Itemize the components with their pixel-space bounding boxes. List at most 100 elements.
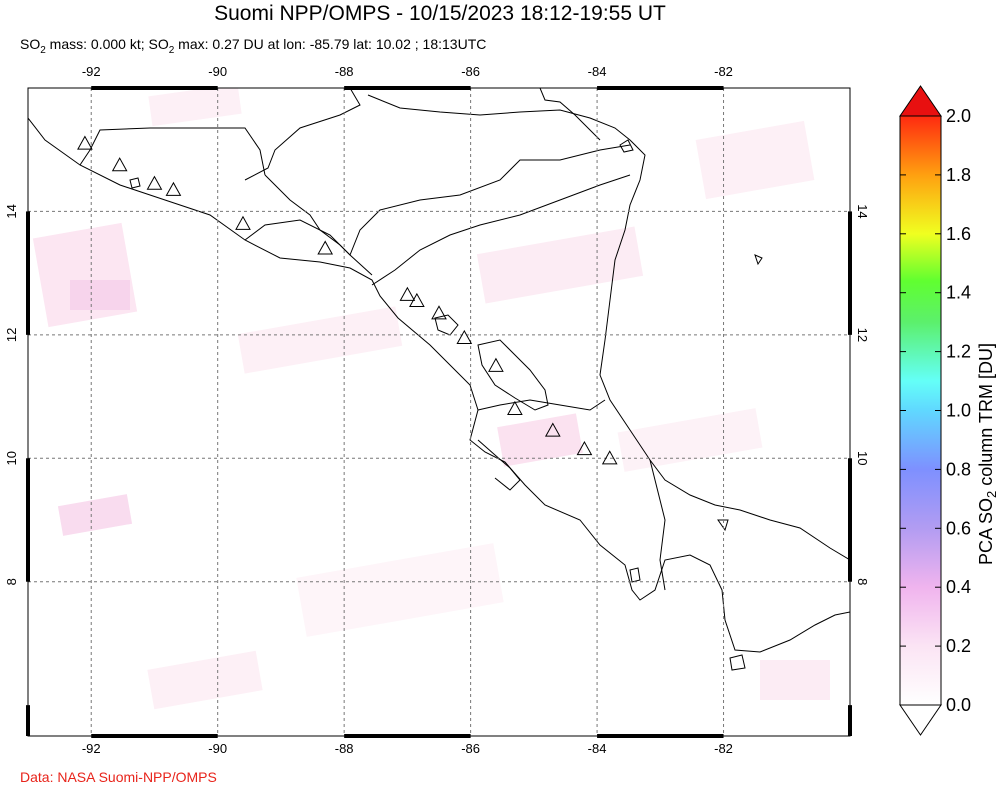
so2-patch — [147, 650, 263, 710]
so2-patch — [617, 408, 763, 472]
longitude-label-top: -90 — [208, 64, 227, 79]
island — [754, 254, 763, 266]
frame-bar-right — [848, 458, 852, 582]
volcano-icon — [111, 157, 128, 172]
subtitle-part-3: max: 0.27 DU at lon: -85.79 lat: 10.02 ;… — [174, 36, 487, 52]
volcano-icon — [576, 440, 593, 456]
so2-patch — [497, 413, 583, 467]
colorbar-tick-label: 2.0 — [946, 106, 971, 126]
volcano-icon — [544, 422, 561, 437]
colorbar-tick-label: 0.4 — [946, 577, 971, 597]
subtitle-part-2: mass: 0.000 kt; SO — [45, 36, 169, 52]
colorbar-tick-label: 0.6 — [946, 518, 971, 538]
so2-patch — [57, 494, 133, 536]
longitude-label-bottom: -86 — [461, 741, 480, 756]
colorbar-ticks: 2.0 1.8 1.6 1.4 1.2 1.0 0.8 0.6 0.4 0.2 0.0 — [900, 106, 971, 715]
border-mexico-guatemala — [79, 127, 266, 176]
so2-patch — [70, 280, 130, 310]
border-nicaragua-costarica — [477, 399, 606, 411]
volcano-icon — [488, 357, 504, 372]
subtitle-part-1: SO — [20, 36, 41, 52]
colorbar-tick-label: 0.0 — [946, 695, 971, 715]
frame-bar-top — [344, 86, 471, 90]
coastlines — [28, 88, 850, 671]
longitude-label-top: -82 — [714, 64, 733, 79]
longitude-label-bottom: -84 — [588, 741, 607, 756]
longitude-label-bottom: -92 — [82, 741, 101, 756]
map-title: Suomi NPP/OMPS - 10/15/2023 18:12-19:55 … — [214, 2, 666, 25]
volcano-icon — [317, 240, 334, 255]
longitude-label-top: -92 — [82, 64, 101, 79]
colorbar-tick-label: 1.6 — [946, 224, 971, 244]
frame-bar-right — [848, 705, 852, 736]
data-credit: Data: NASA Suomi-NPP/OMPS — [20, 769, 217, 785]
island — [619, 139, 634, 153]
colorbar-scale — [899, 115, 942, 706]
volcano-icon — [399, 286, 416, 301]
caribbean-coastline-2 — [367, 94, 850, 561]
so2-patch — [695, 120, 815, 200]
longitude-label-top: -84 — [588, 64, 607, 79]
island — [129, 177, 141, 189]
volcano-icon — [235, 215, 251, 230]
latitude-label-left: 12 — [4, 328, 19, 342]
frame-bar-top — [597, 86, 724, 90]
lake-managua — [434, 314, 459, 336]
volcano-icon — [601, 450, 618, 465]
volcano-icon — [409, 292, 425, 308]
so2-patch — [760, 660, 830, 700]
lake-nicaragua — [477, 339, 549, 411]
longitude-label-bottom: -88 — [335, 741, 354, 756]
island — [717, 519, 729, 532]
honduras-north-border — [349, 144, 631, 256]
frame-bar-bottom — [91, 734, 218, 738]
colorbar-tick-label: 1.4 — [946, 283, 971, 303]
colorbar-tick-label: 1.2 — [946, 342, 971, 362]
volcano-icon — [456, 329, 473, 345]
colorbar-label: PCA SO2 column TRM [DU] — [976, 343, 999, 565]
latitude-label-right: 14 — [855, 204, 870, 218]
so2-patch — [476, 226, 644, 304]
colorbar-max-arrow — [899, 85, 942, 117]
frame-bar-left — [26, 705, 30, 736]
border-costarica-panama — [649, 459, 666, 591]
subtitle-sub-2: 2 — [168, 44, 175, 56]
graticule — [28, 88, 850, 736]
volcano-markers — [77, 135, 618, 465]
colorbar-tick-label: 0.8 — [946, 459, 971, 479]
so2-patch — [237, 306, 403, 374]
colorbar-tick-label: 0.2 — [946, 636, 971, 656]
latitude-label-right: 12 — [855, 328, 870, 342]
belize-coast — [539, 88, 601, 141]
colorbar-tick-label: 1.0 — [946, 401, 971, 421]
latitude-label-left: 10 — [4, 451, 19, 465]
frame-bar-left — [26, 458, 30, 582]
longitude-label-bottom: -82 — [714, 741, 733, 756]
nicoya-peninsula — [477, 439, 521, 491]
subtitle-sub-1: 2 — [40, 44, 46, 56]
frame-bar-bottom — [597, 734, 724, 738]
latitude-label-right: 8 — [855, 578, 870, 585]
frame-bar-bottom — [344, 734, 471, 738]
longitude-label-top: -86 — [461, 64, 480, 79]
frame-bar-right — [848, 211, 852, 335]
latitude-label-left: 8 — [4, 578, 19, 585]
island — [729, 654, 746, 671]
so2-patch — [296, 543, 504, 637]
caribbean-coastline — [244, 88, 361, 181]
frame-bar-top — [91, 86, 218, 90]
frame-bar-left — [26, 211, 30, 335]
volcano-icon — [431, 305, 447, 320]
so2-patches — [32, 88, 830, 710]
longitude-label-bottom: -90 — [208, 741, 227, 756]
colorbar-min-arrow — [899, 704, 942, 736]
island — [629, 567, 641, 583]
border-elsalvador-honduras — [244, 219, 373, 276]
latitude-label-left: 14 — [4, 204, 19, 218]
frame-ticks — [26, 86, 852, 738]
volcano-icon — [146, 175, 163, 190]
border-honduras-nicaragua — [371, 174, 631, 286]
axis-labels: -92 -92 -90 -90 -88 -88 -86 -86 -84 -84 -82 -82 14 14… — [4, 64, 870, 756]
map-subtitle: SO2 mass: 0.000 kt; SO2 max: 0.27 DU at … — [20, 36, 486, 56]
